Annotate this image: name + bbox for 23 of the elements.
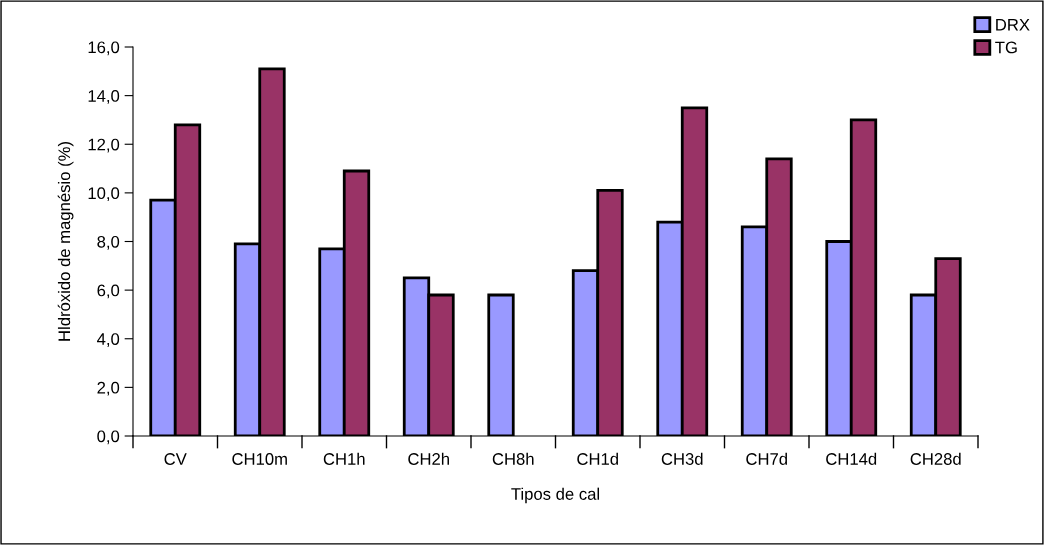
x-axis-title: Tipos de cal: [511, 487, 600, 504]
x-tick-label: CH3d: [661, 452, 703, 465]
y-tick-label: 0,0: [97, 430, 120, 445]
y-tick-label: 16,0: [88, 41, 120, 56]
y-tick-label: 12,0: [88, 138, 120, 153]
x-tick-label: CV: [164, 453, 187, 465]
y-tick-label: 2,0: [97, 381, 120, 396]
y-axis-title: Hldróxido de magnésio (%): [57, 142, 74, 341]
x-tick-label: CH1h: [323, 452, 365, 465]
x-tick-label: CH14d: [826, 452, 877, 465]
y-tick-label: 6,0: [97, 284, 120, 299]
x-tick-label: CH10m: [232, 453, 287, 465]
y-tick-label: 8,0: [97, 235, 120, 250]
legend-label: TG: [995, 41, 1017, 54]
y-tick-label: 14,0: [88, 90, 120, 104]
x-tick-label: CH2h: [408, 452, 449, 465]
x-tick-label: CH7d: [746, 452, 787, 465]
x-tick-label: CH1d: [577, 452, 618, 465]
y-tick-label: 4,0: [97, 333, 120, 347]
legend-label: DRX: [996, 18, 1030, 31]
x-tick-label: CH28d: [910, 452, 961, 465]
x-tick-label: CH8h: [492, 452, 534, 465]
y-tick-label: 10,0: [88, 187, 120, 202]
